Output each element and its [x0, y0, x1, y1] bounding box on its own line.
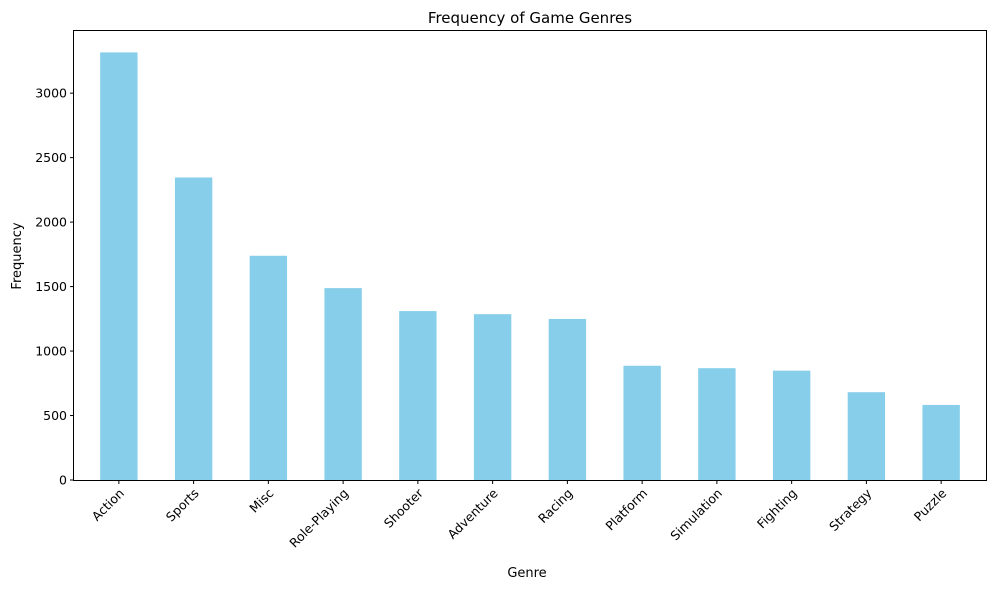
x-tick-label-racing: Racing — [535, 486, 576, 527]
x-tick-label-sports: Sports — [163, 486, 202, 525]
bar-racing — [548, 318, 587, 480]
x-tick-label-role-playing: Role-Playing — [286, 486, 351, 551]
x-tick-label-puzzle: Puzzle — [911, 485, 950, 524]
y-tick-label-2000: 2000 — [35, 215, 67, 230]
bar-adventure — [473, 314, 512, 480]
chart-title: Frequency of Game Genres — [428, 9, 632, 27]
plot-frame — [73, 30, 987, 481]
x-tick-label-strategy: Strategy — [826, 485, 875, 534]
x-axis-label: Genre — [507, 566, 546, 581]
y-tick-label-500: 500 — [43, 408, 67, 423]
bar-role-playing — [324, 288, 362, 480]
bar-strategy — [847, 392, 886, 480]
x-tick-label-misc: Misc — [246, 485, 276, 515]
x-tick-label-shooter: Shooter — [381, 485, 427, 531]
bar-sports — [174, 177, 213, 481]
x-axis: Action Sports Misc Role-Playing Shooter Adven… — [89, 480, 950, 551]
bar-shooter — [399, 311, 437, 480]
bar-fighting — [772, 370, 811, 480]
x-tick-label-platform: Platform — [602, 486, 650, 534]
bar-action — [100, 52, 138, 480]
y-axis: 0 500 1000 1500 2000 2500 3000 — [35, 86, 74, 488]
x-tick-label-action: Action — [89, 486, 127, 524]
y-tick-label-1000: 1000 — [35, 344, 67, 359]
bar-puzzle — [922, 404, 960, 480]
y-axis-label: Frequency — [10, 222, 25, 289]
y-tick-label-3000: 3000 — [35, 86, 67, 101]
x-tick-label-simulation: Simulation — [667, 486, 725, 544]
bar-platform — [623, 365, 661, 480]
y-tick-label-2500: 2500 — [35, 150, 67, 165]
bar-simulation — [698, 368, 736, 480]
y-tick-label-0: 0 — [59, 473, 67, 488]
x-tick-label-adventure: Adventure — [444, 485, 501, 542]
bar-misc — [249, 255, 288, 480]
bars-group — [100, 52, 960, 481]
x-tick-label-fighting: Fighting — [754, 486, 800, 532]
y-tick-label-1500: 1500 — [35, 279, 67, 294]
